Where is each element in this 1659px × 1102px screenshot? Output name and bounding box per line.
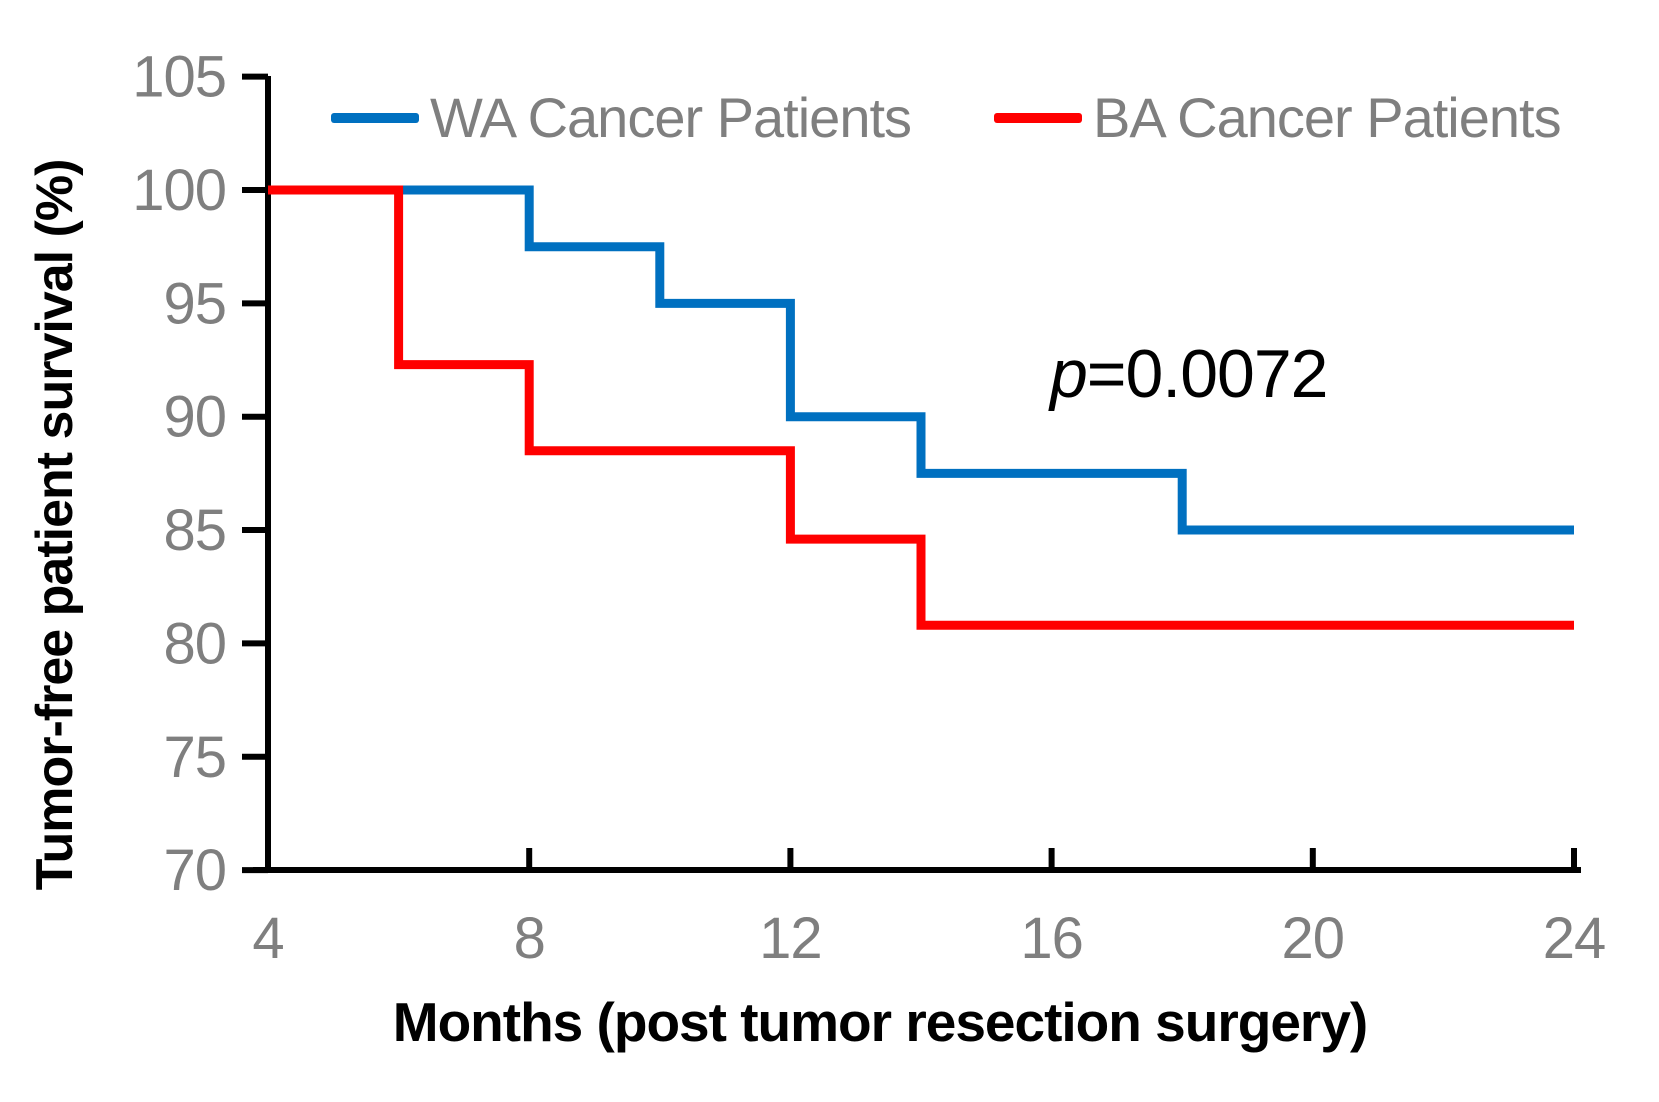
y-tick-label-95: 95	[163, 271, 226, 336]
x-tick-label-4: 4	[252, 906, 283, 971]
x-tick-label-8: 8	[514, 906, 545, 971]
p-value-annotation: p=0.0072	[1049, 335, 1329, 413]
y-tick-label-105: 105	[132, 45, 226, 110]
x-tick-label-20: 20	[1282, 906, 1345, 971]
y-tick-label-80: 80	[163, 611, 226, 676]
y-tick-label-90: 90	[163, 385, 226, 450]
legend-swatch-ba	[994, 113, 1082, 123]
y-tick-label-85: 85	[163, 498, 226, 563]
y-tick-label-70: 70	[163, 838, 226, 903]
x-axis-title: Months (post tumor resection surgery)	[392, 991, 1368, 1053]
legend-label-wa: WA Cancer Patients	[430, 86, 912, 149]
x-tick-label-16: 16	[1020, 906, 1083, 971]
x-tick-label-12: 12	[759, 906, 822, 971]
y-tick-label-100: 100	[132, 158, 226, 223]
legend-label-ba: BA Cancer Patients	[1093, 86, 1562, 149]
series-line-wa	[268, 185, 1574, 535]
p-symbol: p	[1049, 335, 1088, 412]
y-axis-title: Tumor-free patient survival (%)	[26, 159, 84, 891]
series-line-ba	[268, 185, 1574, 630]
y-tick-label-75: 75	[163, 725, 226, 790]
legend-swatch-wa	[331, 113, 419, 123]
x-tick-label-24: 24	[1543, 906, 1606, 971]
p-value: =0.0072	[1086, 335, 1329, 412]
